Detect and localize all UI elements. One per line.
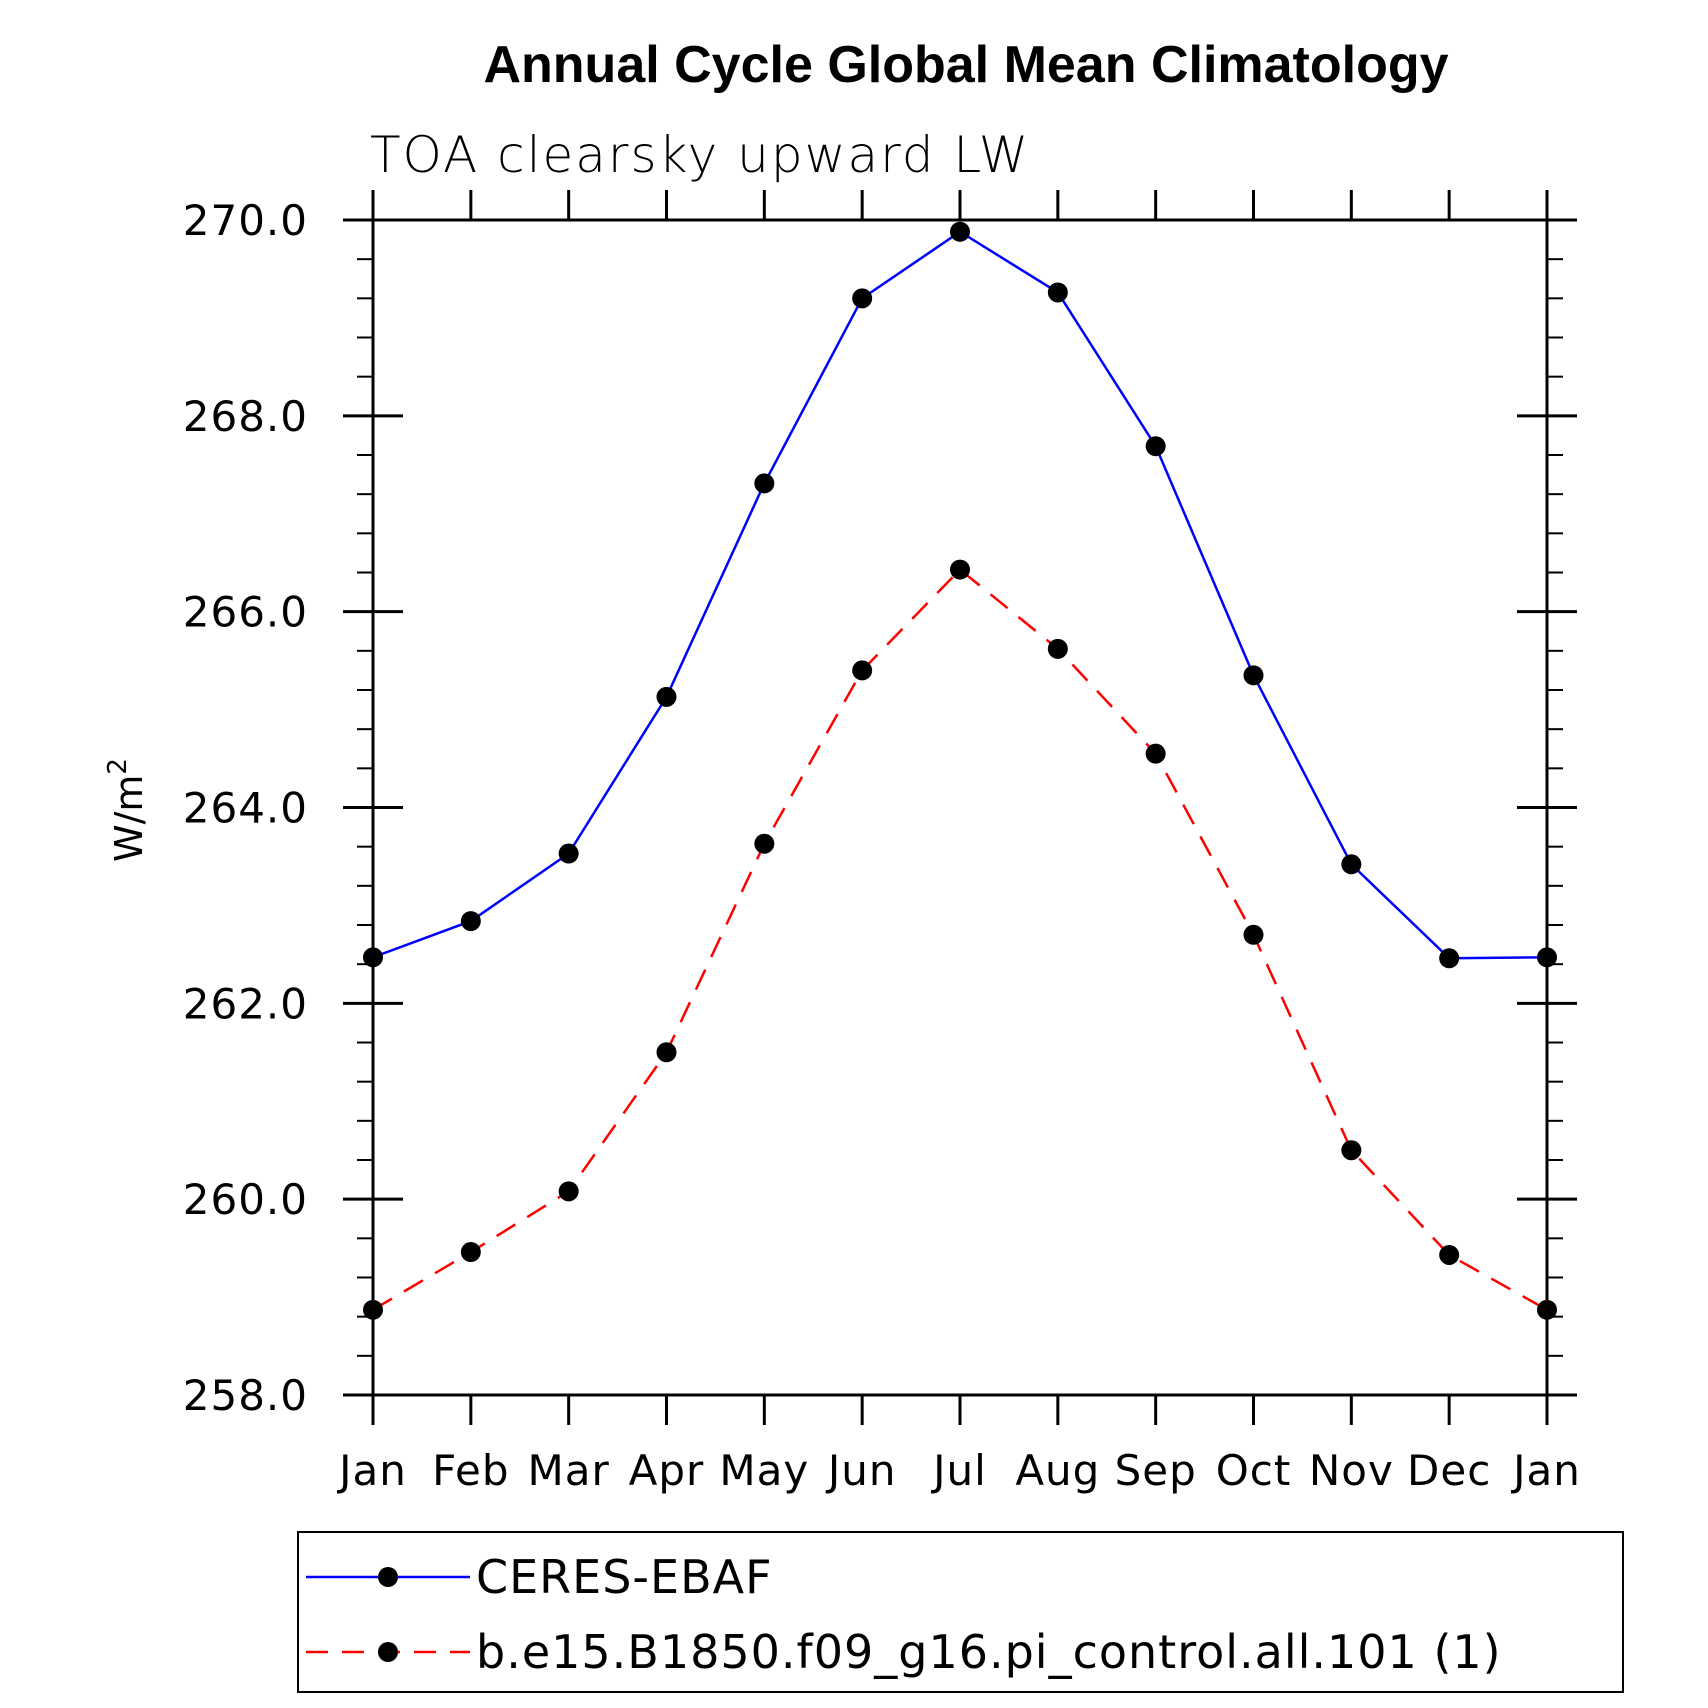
x-tick-label: Jan [1510,1446,1581,1495]
plot-area: Jan Feb Mar Apr May Jun Jul Aug Sep Oct Nov Dec Jan 2… [183,190,1581,1495]
legend-box [297,1531,1624,1693]
series-1-point [656,686,677,707]
series-2-point [1145,743,1166,764]
series-line-2 [372,567,1548,1311]
y-tick-label: 258.0 [183,1371,308,1420]
series-1-point [363,947,383,968]
y-tick-label: 262.0 [183,979,308,1028]
series-2-point [1243,924,1264,945]
series-1-point [852,288,873,309]
y-tick-label: 260.0 [183,1175,308,1224]
series-2-point [656,1042,677,1063]
x-tick-label: May [719,1446,809,1495]
series-1-point [1047,282,1068,303]
series-1-point [1537,947,1557,968]
x-tick-label: Oct [1216,1446,1292,1495]
series-1-point [1145,436,1166,457]
series-2-point [1439,1244,1460,1265]
x-tick-label: Aug [1015,1446,1100,1495]
y-tick-label: 264.0 [183,784,308,833]
series-2-point [1047,638,1068,659]
x-tick-label: Jun [825,1446,897,1495]
y-axis-label-superscript: 2 [103,758,133,775]
series-line-1 [372,230,1548,960]
y-tick-label: 270.0 [183,196,308,245]
x-tick-label: Dec [1407,1446,1491,1495]
legend-label-2: b.e15.B1850.f09_g16.pi_control.all.101 (… [476,1625,1502,1679]
series-1-point [460,911,481,932]
x-tick-label: Feb [432,1446,509,1495]
y-tick-label: 268.0 [183,392,308,441]
series-1-point [1439,948,1460,969]
series-1-point [1341,854,1362,875]
x-tick-label: Jan [336,1446,407,1495]
legend-label-1: CERES-EBAF [476,1550,773,1604]
y-axis-label: W/m2 [103,758,151,862]
y-axis-label-unit: W/m [107,775,151,862]
series-2-point [558,1181,579,1202]
series-1-point [558,843,579,864]
series-2-point [460,1242,481,1263]
x-tick-label: Sep [1115,1446,1197,1495]
x-tick-label: Nov [1309,1446,1394,1495]
x-tick-label: Jul [930,1446,987,1495]
series-2-point [1341,1140,1362,1161]
series-2-point [363,1299,383,1320]
y-tick-label: 266.0 [183,588,308,637]
series-2-point [1537,1299,1557,1320]
series-2-point [950,559,970,580]
chart-subtitle: TOA clearsky upward LW [370,126,1030,184]
x-tick-label: Apr [629,1446,705,1495]
legend: CERES-EBAF b.e15.B1850.f09_g16.pi_control… [297,1531,1624,1693]
plot-frame [371,218,1549,1397]
series-1-point [754,473,775,494]
legend-marker-1 [378,1567,398,1587]
x-tick-label: Mar [528,1446,610,1495]
series-1-point [1243,665,1264,686]
chart-title: Annual Cycle Global Mean Climatology [483,36,1448,94]
series-2-point [852,660,873,681]
legend-marker-2 [378,1642,398,1662]
series-2-point [754,833,775,854]
series-1-point [950,221,970,242]
